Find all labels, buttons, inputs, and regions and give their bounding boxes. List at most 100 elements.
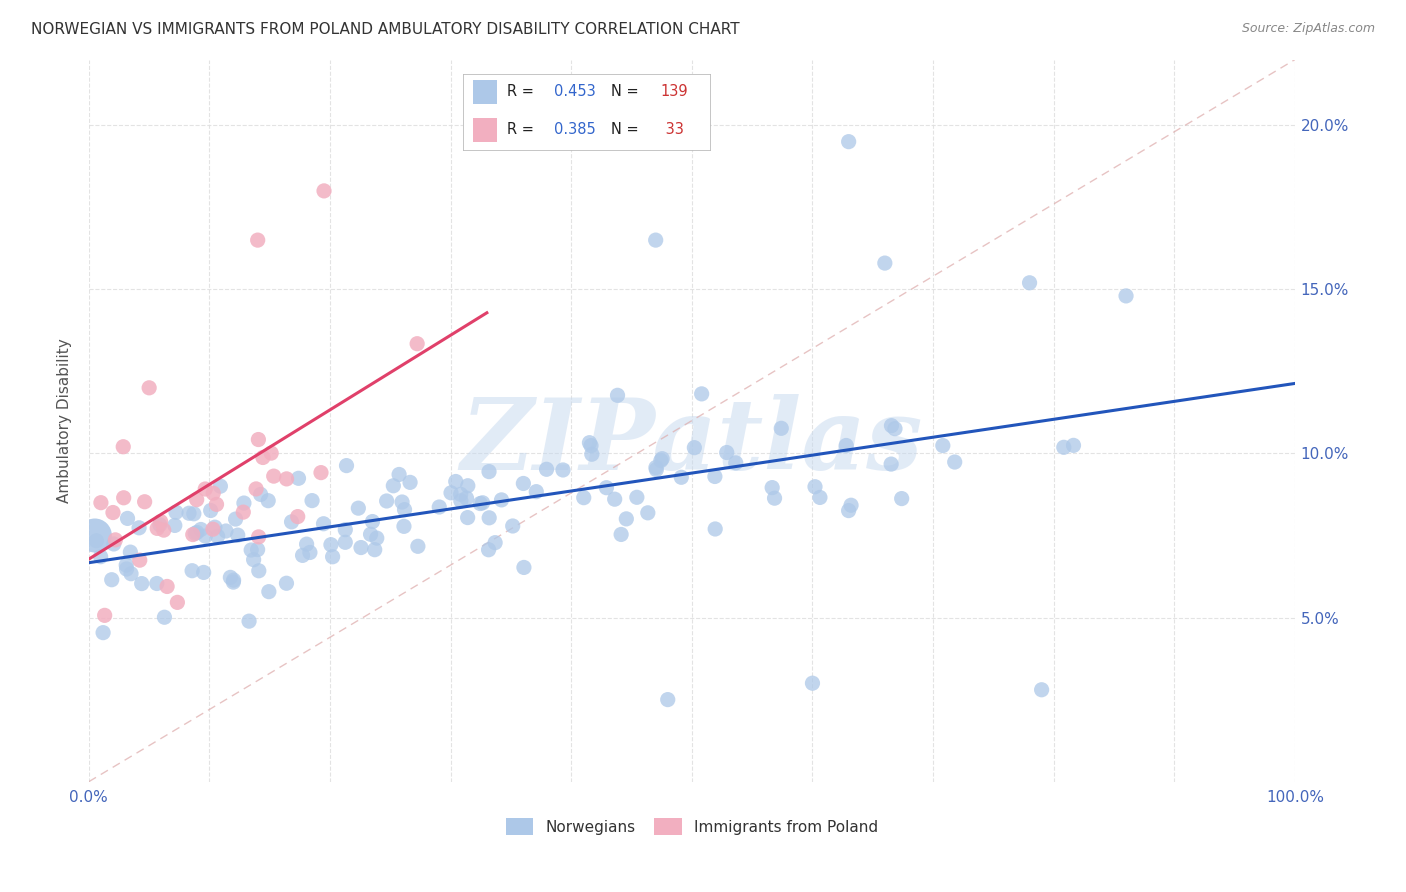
Point [350,541,373,555]
Point [808,491,831,505]
Point [456,491,478,505]
Point [200,503,222,517]
Point [884,422,907,436]
Point [524,484,547,499]
Point [222,573,245,587]
Point [146,521,169,535]
Point [478,511,501,525]
Point [801,676,824,690]
Point [1031,682,1053,697]
Point [603,492,626,507]
Point [392,519,415,533]
Point [478,465,501,479]
Point [240,543,263,558]
Point [100,573,122,587]
Point [394,502,416,516]
Point [112,491,135,505]
Point [1053,440,1076,454]
Point [177,506,200,520]
Point [347,501,370,516]
Point [246,233,269,247]
Point [225,512,247,526]
Point [186,492,208,507]
Point [502,519,524,533]
Point [181,564,204,578]
Point [657,692,679,706]
Point [117,511,139,525]
Point [536,462,558,476]
Point [184,526,207,541]
Point [152,523,174,537]
Point [382,479,405,493]
Point [360,527,382,541]
Point [644,233,666,247]
Point [470,496,492,510]
Point [202,486,225,500]
Point [104,533,127,547]
Point [166,595,188,609]
Point [257,584,280,599]
Point [457,510,479,524]
Point [335,535,357,549]
Point [149,517,172,532]
Point [637,506,659,520]
Point [551,463,574,477]
Point [260,446,283,460]
Point [761,481,783,495]
Point [291,549,314,563]
Point [134,494,156,508]
Point [471,496,494,510]
Point [238,614,260,628]
Point [804,480,827,494]
Point [319,538,342,552]
Point [181,527,204,541]
Point [361,515,384,529]
Point [257,493,280,508]
Point [880,418,903,433]
Point [276,576,298,591]
Point [115,562,138,576]
Point [838,503,860,517]
Point [193,566,215,580]
Point [572,491,595,505]
Point [201,522,224,536]
Point [219,570,242,584]
Point [450,487,472,501]
Point [280,515,302,529]
Point [335,458,357,473]
Y-axis label: Ambulatory Disability: Ambulatory Disability [58,338,72,503]
Point [614,512,637,526]
Point [932,438,955,452]
Point [138,381,160,395]
Point [835,438,858,452]
Point [149,515,172,529]
Point [263,469,285,483]
Point [93,608,115,623]
Point [186,525,208,540]
Point [247,564,270,578]
Point [252,450,274,465]
Point [578,435,600,450]
Point [86,533,108,548]
Point [703,469,725,483]
Point [645,462,668,476]
Point [115,558,138,572]
Point [873,256,896,270]
Point [131,576,153,591]
Point [399,475,422,490]
Point [880,457,903,471]
Point [427,500,450,514]
Point [276,472,298,486]
Point [512,476,534,491]
Point [444,475,467,489]
Point [209,479,232,493]
Point [91,625,114,640]
Point [309,466,332,480]
Point [232,505,254,519]
Point [595,481,617,495]
Point [90,549,112,564]
Point [101,506,124,520]
Point [322,549,344,564]
Point [83,528,105,542]
Point [247,530,270,544]
